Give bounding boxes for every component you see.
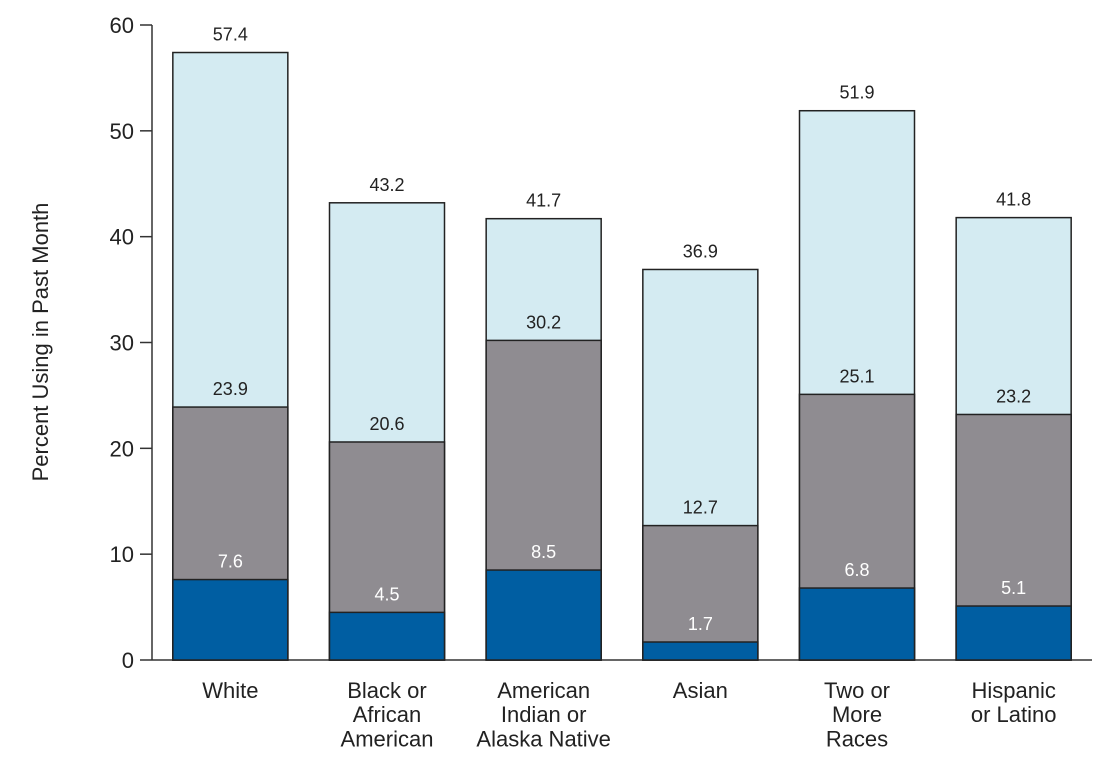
value-label: 23.2	[996, 386, 1031, 406]
bar	[642, 641, 759, 661]
bar	[642, 524, 759, 661]
value-label: 23.9	[213, 379, 248, 399]
value-label: 57.4	[213, 25, 248, 45]
value-label: 6.8	[844, 560, 869, 580]
y-tick-label: 20	[110, 436, 134, 461]
bar	[328, 611, 446, 661]
value-label: 7.6	[218, 552, 243, 572]
y-tick-label: 40	[110, 225, 134, 250]
value-label: 41.8	[996, 190, 1031, 210]
value-label: 1.7	[688, 614, 713, 634]
y-tick-label: 30	[110, 331, 134, 356]
x-tick-label: Two or More Races	[824, 678, 890, 751]
bar	[955, 605, 1072, 661]
bar	[172, 578, 289, 661]
bar	[485, 569, 602, 661]
value-label: 41.7	[526, 191, 561, 211]
y-tick-label: 50	[110, 119, 134, 144]
value-label: 36.9	[683, 241, 718, 261]
y-tick-label: 60	[110, 13, 134, 38]
value-label: 20.6	[369, 414, 404, 434]
bar	[798, 587, 916, 661]
value-label: 4.5	[374, 584, 399, 604]
value-label: 30.2	[526, 312, 561, 332]
x-tick-label: Hispanic or Latino	[971, 678, 1057, 727]
value-label: 5.1	[1001, 578, 1026, 598]
x-tick-label: White	[202, 678, 258, 703]
x-tick-label: Asian	[673, 678, 728, 703]
x-tick-label: Black or African American	[341, 678, 434, 751]
x-tick-label: American Indian or Alaska Native	[476, 678, 611, 751]
value-label: 12.7	[683, 498, 718, 518]
value-label: 25.1	[839, 366, 874, 386]
y-tick-label: 10	[110, 542, 134, 567]
value-label: 51.9	[839, 83, 874, 103]
value-label: 8.5	[531, 542, 556, 562]
y-axis-label: Percent Using in Past Month	[28, 203, 53, 482]
value-label: 43.2	[369, 175, 404, 195]
y-tick-label: 0	[122, 648, 134, 673]
